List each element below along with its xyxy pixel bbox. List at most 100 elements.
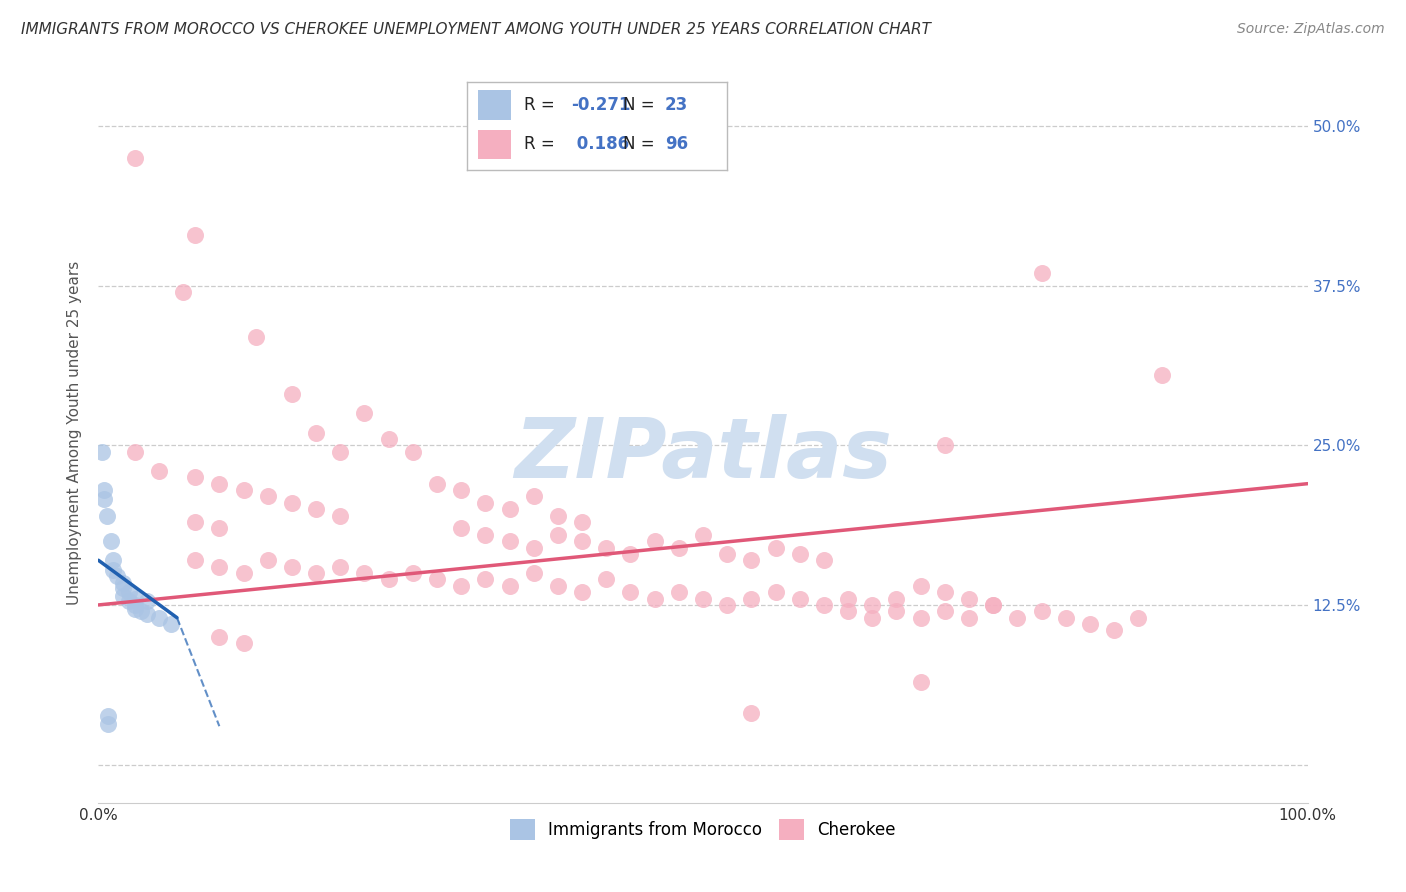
Point [934,604,956,618]
Point [910,674,932,689]
Point [571,534,593,549]
Point [135,594,157,608]
Point [571,515,593,529]
Point [281,559,304,574]
Point [111,576,134,591]
Point [97,709,120,723]
Point [716,598,738,612]
Point [1054,610,1077,624]
Point [547,508,569,523]
Point [450,521,472,535]
Point [886,591,908,606]
Point [571,585,593,599]
Point [281,387,304,401]
Point [837,591,859,606]
Point [100,534,122,549]
Point [910,579,932,593]
Point [148,464,170,478]
Point [1152,368,1174,383]
Point [118,594,141,608]
Text: ZIPatlas: ZIPatlas [515,414,891,495]
Point [208,630,231,644]
Point [740,591,762,606]
Point [101,553,124,567]
Point [523,566,546,580]
Text: Source: ZipAtlas.com: Source: ZipAtlas.com [1237,22,1385,37]
Point [813,598,835,612]
Point [837,604,859,618]
Point [353,407,375,421]
Point [172,285,194,300]
Point [105,568,128,582]
Point [1031,266,1053,280]
Point [184,227,207,242]
Point [208,476,231,491]
Point [692,527,714,541]
Point [111,582,134,596]
Legend: Immigrants from Morocco, Cherokee: Immigrants from Morocco, Cherokee [503,813,903,847]
Point [450,579,472,593]
Point [124,591,146,606]
Point [957,610,980,624]
Point [96,508,118,523]
Point [765,585,787,599]
Point [595,573,617,587]
Point [402,444,425,458]
Point [329,444,352,458]
Point [934,585,956,599]
Point [934,438,956,452]
Point [474,496,496,510]
Point [860,610,883,624]
Point [148,610,170,624]
Point [450,483,472,497]
Point [184,470,207,484]
Y-axis label: Unemployment Among Youth under 25 years: Unemployment Among Youth under 25 years [67,260,83,605]
Point [619,585,641,599]
Point [981,598,1004,612]
Point [981,598,1004,612]
Point [668,585,690,599]
Point [160,617,183,632]
Point [547,527,569,541]
Point [595,541,617,555]
Point [498,579,520,593]
Point [245,330,267,344]
Point [523,490,546,504]
Point [256,553,278,567]
Point [692,591,714,606]
Point [124,598,146,612]
Point [474,527,496,541]
Point [1128,610,1150,624]
Point [740,553,762,567]
Point [1031,604,1053,618]
Point [426,573,449,587]
Point [498,534,520,549]
Point [886,604,908,618]
Point [329,508,352,523]
Point [124,601,146,615]
Point [101,564,124,578]
Point [910,610,932,624]
Point [256,490,278,504]
Point [118,585,141,599]
Point [668,541,690,555]
Point [547,579,569,593]
Point [111,589,134,603]
Point [281,496,304,510]
Point [184,553,207,567]
Point [184,515,207,529]
Point [377,432,399,446]
Point [305,425,328,440]
Point [860,598,883,612]
Point [789,591,811,606]
Point [426,476,449,491]
Point [1007,610,1029,624]
Point [97,716,120,731]
Point [716,547,738,561]
Point [740,706,762,721]
Point [329,559,352,574]
Point [957,591,980,606]
Point [208,521,231,535]
Text: IMMIGRANTS FROM MOROCCO VS CHEROKEE UNEMPLOYMENT AMONG YOUTH UNDER 25 YEARS CORR: IMMIGRANTS FROM MOROCCO VS CHEROKEE UNEM… [21,22,931,37]
Point [208,559,231,574]
